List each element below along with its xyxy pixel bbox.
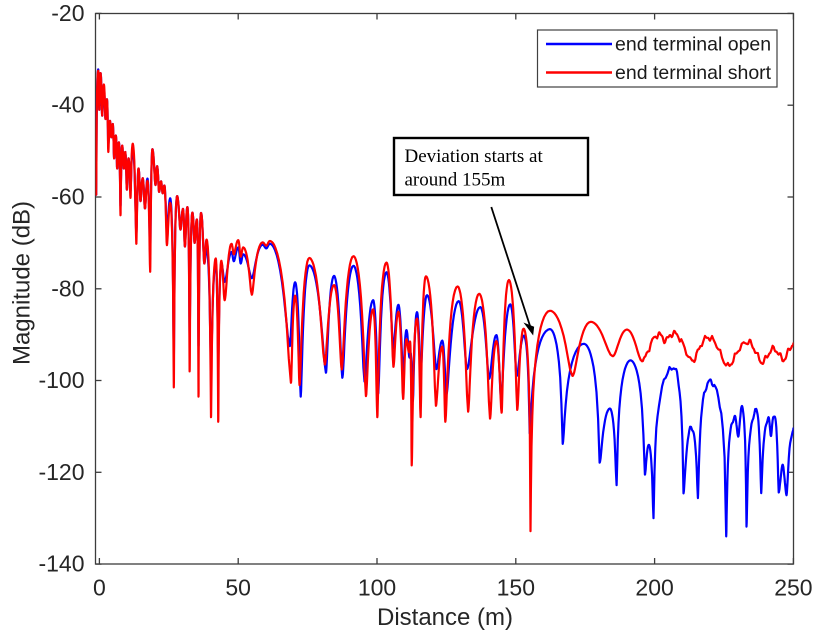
svg-text:250: 250	[774, 575, 812, 601]
svg-text:-80: -80	[51, 275, 84, 301]
svg-text:100: 100	[358, 575, 396, 601]
svg-text:-40: -40	[51, 92, 84, 118]
svg-text:Distance (m): Distance (m)	[377, 604, 513, 631]
svg-text:-20: -20	[51, 0, 84, 26]
svg-text:-120: -120	[38, 459, 84, 485]
svg-text:0: 0	[93, 575, 106, 601]
svg-text:end terminal open: end terminal open	[615, 34, 771, 56]
svg-text:200: 200	[635, 575, 673, 601]
svg-text:-100: -100	[38, 367, 84, 393]
svg-text:150: 150	[497, 575, 535, 601]
svg-text:50: 50	[225, 575, 251, 601]
svg-text:-140: -140	[38, 551, 84, 577]
svg-text:end terminal short: end terminal short	[615, 62, 772, 84]
svg-text:-60: -60	[51, 184, 84, 210]
svg-text:around 155m: around 155m	[405, 170, 506, 191]
svg-text:Magnitude (dB): Magnitude (dB)	[9, 201, 36, 365]
svg-text:Deviation starts at: Deviation starts at	[405, 146, 544, 167]
